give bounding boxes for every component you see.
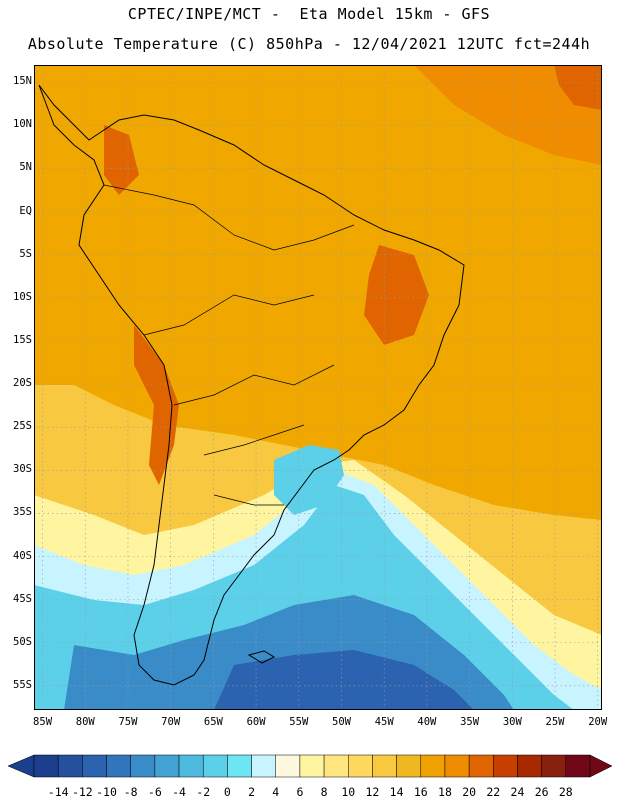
longitude-label: 20W	[588, 716, 608, 728]
latitude-label: 45S	[13, 592, 32, 605]
colorbar-value: -10	[96, 785, 117, 799]
temperature-colorbar	[7, 754, 613, 778]
colorbar-swatch	[565, 754, 591, 778]
longitude-label: 40W	[417, 716, 437, 728]
latitude-label: 10S	[13, 290, 32, 303]
colorbar-swatch	[227, 754, 252, 778]
colorbar-value: 26	[534, 785, 549, 799]
colorbar-value: -2	[196, 785, 211, 799]
colorbar-swatch	[541, 754, 567, 778]
colorbar-swatch	[468, 754, 494, 778]
colorbar-value: -14	[47, 785, 69, 799]
colorbar-swatch	[493, 754, 518, 778]
latitude-label: 25S	[13, 420, 32, 433]
temperature-map	[34, 65, 602, 710]
colorbar-value: 14	[389, 785, 404, 799]
colorbar-swatch	[444, 754, 470, 778]
colorbar-value: -8	[123, 785, 138, 799]
colorbar-swatch	[57, 754, 83, 778]
latitude-label: 35S	[13, 506, 32, 519]
longitude-label: 80W	[75, 716, 95, 728]
colorbar-value: 12	[365, 785, 380, 799]
colorbar-swatch	[33, 754, 59, 778]
latitude-label: 15N	[13, 75, 32, 88]
latitude-label: 15S	[13, 333, 32, 346]
colorbar-swatch	[348, 754, 373, 778]
latitude-label: 30S	[13, 463, 32, 476]
colorbar-swatch	[106, 754, 131, 778]
latitude-label: 5N	[19, 161, 32, 174]
colorbar-value: 24	[510, 785, 525, 799]
latitude-label: EQ	[19, 204, 32, 217]
latitude-label: 50S	[13, 635, 32, 648]
longitude-label: 75W	[118, 716, 138, 728]
grid-lines	[34, 65, 602, 710]
longitude-label: 50W	[332, 716, 351, 728]
colorbar-value: 28	[558, 785, 573, 799]
colorbar-swatch	[420, 754, 446, 778]
colorbar-value: 0	[223, 785, 231, 799]
country-borders	[103, 184, 355, 506]
colorbar-value: 2	[248, 785, 256, 799]
colorbar-value: 22	[486, 785, 501, 799]
longitude-label: 25W	[545, 716, 565, 728]
colorbar-swatch	[154, 754, 180, 778]
colorbar-value: 16	[413, 785, 428, 799]
colorbar-value: -4	[172, 785, 186, 799]
falkland-islands	[247, 650, 276, 664]
longitude-label: 65W	[203, 716, 223, 728]
colorbar-arrow-low	[7, 754, 35, 778]
hot-region-andes-south	[134, 325, 179, 485]
colorbar-value: 10	[341, 785, 356, 799]
latitude-label: 10N	[13, 118, 32, 131]
colorbar-value: 4	[272, 785, 280, 799]
longitude-label: 60W	[246, 716, 266, 728]
latitude-label: 40S	[13, 549, 32, 562]
hot-region-brazil	[364, 245, 429, 345]
map-subtitle: Absolute Temperature (C) 850hPa - 12/04/…	[27, 35, 591, 53]
colorbar-swatch	[323, 754, 349, 778]
colorbar-swatch	[202, 754, 228, 778]
latitude-label: 5S	[19, 247, 32, 260]
coldest-region-south	[214, 650, 474, 710]
latitude-label: 20S	[13, 377, 32, 390]
colorbar-swatch	[275, 754, 301, 778]
colorbar-arrow-high	[589, 754, 613, 778]
longitude-label: 45W	[374, 716, 394, 728]
south-america-coastline	[38, 84, 465, 686]
colorbar-value: -12	[71, 785, 93, 799]
colorbar-value: 18	[438, 785, 452, 799]
colorbar-value: 20	[462, 785, 477, 799]
colorbar-swatch	[178, 754, 204, 778]
colorbar-swatch	[251, 754, 276, 778]
colorbar-value: -6	[147, 785, 162, 799]
map-title: CPTEC/INPE/MCT - Eta Model 15km - GFS	[127, 5, 491, 23]
longitude-label: 70W	[161, 716, 181, 728]
hot-region-andes	[104, 125, 139, 195]
hot-region-atlantic	[554, 65, 602, 110]
longitude-label: 55W	[289, 716, 309, 728]
latitude-label: 55S	[13, 678, 32, 691]
cold-pocket-plata	[274, 445, 344, 515]
longitude-label: 30W	[502, 716, 522, 728]
colorbar-value: 6	[296, 785, 304, 799]
warm-region-atlantic	[414, 65, 602, 165]
longitude-label: 85W	[33, 716, 53, 728]
colorbar-swatch	[82, 754, 107, 778]
longitude-label: 35W	[460, 716, 480, 728]
colorbar-swatch	[299, 754, 325, 778]
colorbar-swatch	[396, 754, 422, 778]
colorbar-swatch	[517, 754, 542, 778]
colorbar-swatch	[372, 754, 397, 778]
colorbar-swatch	[130, 754, 156, 778]
colorbar-value: 8	[320, 785, 328, 799]
